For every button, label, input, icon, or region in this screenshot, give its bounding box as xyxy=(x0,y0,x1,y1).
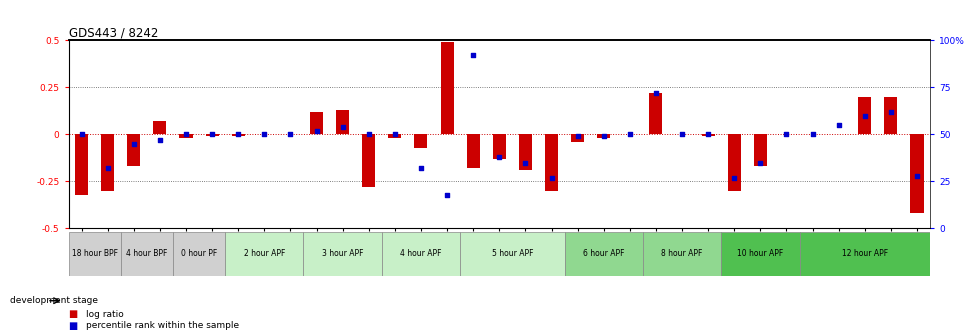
Text: 10 hour APF: 10 hour APF xyxy=(736,249,782,258)
Point xyxy=(334,124,350,130)
Bar xyxy=(910,134,922,213)
Point xyxy=(778,132,793,137)
Point xyxy=(465,53,480,58)
Bar xyxy=(564,232,643,276)
Bar xyxy=(75,134,88,195)
Bar xyxy=(120,232,173,276)
Text: 0 hour PF: 0 hour PF xyxy=(181,249,217,258)
Point xyxy=(361,132,377,137)
Bar xyxy=(154,121,166,134)
Point xyxy=(256,132,272,137)
Point xyxy=(126,141,142,146)
Point xyxy=(830,122,846,128)
Point xyxy=(204,132,220,137)
Bar xyxy=(570,134,584,142)
Text: 8 hour APF: 8 hour APF xyxy=(661,249,702,258)
Bar xyxy=(335,110,349,134)
Bar xyxy=(362,134,375,187)
Bar xyxy=(799,232,929,276)
Point xyxy=(73,132,89,137)
Bar xyxy=(460,232,564,276)
Bar xyxy=(173,232,225,276)
Bar xyxy=(467,134,479,168)
Bar xyxy=(753,134,766,166)
Bar xyxy=(101,134,114,191)
Bar xyxy=(727,134,740,191)
Bar xyxy=(205,134,218,136)
Point xyxy=(178,132,194,137)
Point xyxy=(491,154,507,160)
Point xyxy=(386,132,402,137)
Bar xyxy=(381,232,460,276)
Point xyxy=(543,175,558,180)
Bar xyxy=(545,134,557,191)
Bar xyxy=(127,134,140,166)
Bar xyxy=(310,112,323,134)
Point xyxy=(909,173,924,178)
Bar xyxy=(701,134,714,136)
Point xyxy=(647,90,663,96)
Point xyxy=(804,132,820,137)
Text: 12 hour APF: 12 hour APF xyxy=(841,249,887,258)
Text: development stage: development stage xyxy=(10,296,98,305)
Text: log ratio: log ratio xyxy=(86,310,124,319)
Point xyxy=(230,132,245,137)
Bar xyxy=(388,134,401,138)
Bar xyxy=(440,42,453,134)
Bar xyxy=(721,232,799,276)
Point xyxy=(726,175,741,180)
Bar xyxy=(492,134,506,159)
Point xyxy=(569,134,585,139)
Point xyxy=(752,160,768,165)
Text: 4 hour BPF: 4 hour BPF xyxy=(126,249,167,258)
Bar xyxy=(232,134,244,136)
Point xyxy=(674,132,689,137)
Bar xyxy=(597,134,609,138)
Point xyxy=(856,113,871,118)
Point xyxy=(308,128,324,133)
Bar xyxy=(643,232,721,276)
Point xyxy=(100,166,115,171)
Bar xyxy=(414,134,427,148)
Text: ■: ■ xyxy=(68,309,77,319)
Point xyxy=(621,132,637,137)
Text: 18 hour BPF: 18 hour BPF xyxy=(71,249,117,258)
Point xyxy=(413,166,428,171)
Bar xyxy=(303,232,381,276)
Point xyxy=(517,160,533,165)
Point xyxy=(152,137,167,143)
Text: 4 hour APF: 4 hour APF xyxy=(400,249,441,258)
Point xyxy=(283,132,298,137)
Bar xyxy=(179,134,193,138)
Bar xyxy=(225,232,303,276)
Text: ■: ■ xyxy=(68,321,77,331)
Point xyxy=(699,132,715,137)
Text: 2 hour APF: 2 hour APF xyxy=(244,249,285,258)
Bar xyxy=(883,97,897,134)
Point xyxy=(439,192,455,197)
Text: 5 hour APF: 5 hour APF xyxy=(491,249,533,258)
Text: GDS443 / 8242: GDS443 / 8242 xyxy=(68,26,157,39)
Point xyxy=(882,109,898,115)
Text: 6 hour APF: 6 hour APF xyxy=(582,249,624,258)
Bar xyxy=(518,134,531,170)
Text: 3 hour APF: 3 hour APF xyxy=(322,249,363,258)
Bar xyxy=(858,97,870,134)
Text: percentile rank within the sample: percentile rank within the sample xyxy=(86,322,239,330)
Bar xyxy=(68,232,120,276)
Point xyxy=(596,134,611,139)
Bar xyxy=(648,93,662,134)
